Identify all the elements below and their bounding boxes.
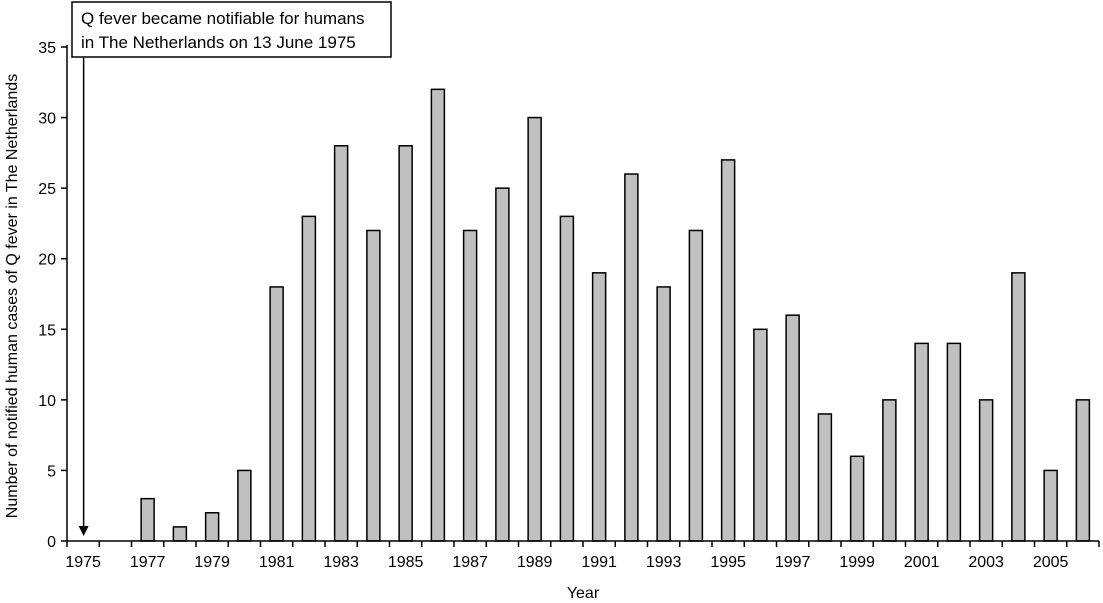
y-tick-label: 30 bbox=[38, 111, 56, 128]
y-tick-label: 5 bbox=[47, 463, 56, 480]
bar-1994 bbox=[688, 229, 704, 542]
bar-1998 bbox=[817, 413, 833, 542]
bar-1995 bbox=[720, 159, 736, 542]
bar-1978 bbox=[172, 526, 188, 542]
bar-2004 bbox=[1011, 272, 1026, 542]
annotation-line-2: in The Netherlands on 13 June 1975 bbox=[81, 33, 356, 52]
y-tick-label: 15 bbox=[38, 322, 56, 339]
x-tick-label: 1995 bbox=[710, 554, 746, 571]
bar-1996 bbox=[753, 328, 768, 542]
x-tick-label: 1975 bbox=[65, 554, 101, 571]
x-tick-label: 1993 bbox=[646, 554, 682, 571]
bar-2003 bbox=[978, 399, 994, 542]
x-tick-label: 2001 bbox=[904, 554, 940, 571]
x-tick-label: 2005 bbox=[1033, 554, 1069, 571]
bar-1990 bbox=[559, 215, 575, 542]
bar-1983 bbox=[333, 145, 349, 542]
x-tick-label: 1999 bbox=[839, 554, 875, 571]
x-tick-label: 1977 bbox=[130, 554, 166, 571]
bar-1989 bbox=[527, 116, 542, 542]
x-axis-title: Year bbox=[567, 585, 600, 602]
bar-2001 bbox=[914, 342, 929, 542]
y-ticks-group: 0 5 10 15 20 25 30 35 bbox=[38, 40, 67, 551]
bar-1988 bbox=[495, 187, 510, 542]
y-tick-label: 20 bbox=[38, 252, 56, 269]
bar-1986 bbox=[430, 88, 446, 542]
x-tick-label: 1985 bbox=[388, 554, 424, 571]
bar-2002 bbox=[946, 342, 962, 542]
bar-1999 bbox=[849, 455, 865, 542]
bar-1991 bbox=[591, 272, 607, 542]
bar-2006 bbox=[1075, 399, 1091, 542]
x-tick-label: 1991 bbox=[581, 554, 617, 571]
annotation-group: Q fever became notifiable for humans in … bbox=[71, 1, 392, 536]
bar-1982 bbox=[301, 215, 317, 542]
x-tick-label: 2003 bbox=[968, 554, 1004, 571]
bar-1997 bbox=[785, 314, 800, 542]
bar-1981 bbox=[269, 286, 284, 542]
annotation-line-1: Q fever became notifiable for humans bbox=[81, 9, 364, 28]
bar-1992 bbox=[624, 173, 639, 542]
y-tick-label: 10 bbox=[38, 393, 56, 410]
bar-2005 bbox=[1043, 469, 1058, 542]
bar-2000 bbox=[882, 399, 897, 542]
bar-1985 bbox=[398, 145, 413, 542]
y-tick-label: 25 bbox=[38, 181, 56, 198]
y-axis-title: Number of notified human cases of Q feve… bbox=[4, 74, 21, 518]
bar-1977 bbox=[140, 497, 155, 542]
annotation-box bbox=[71, 1, 392, 58]
bars-group bbox=[140, 88, 1091, 542]
x-ticks-group: 1975 1977 1979 1981 1983 1985 1987 1989 1991 1993… bbox=[65, 541, 1100, 571]
x-tick-label: 1989 bbox=[517, 554, 553, 571]
x-tick-label: 1979 bbox=[194, 554, 230, 571]
x-tick-label: 1983 bbox=[323, 554, 359, 571]
x-tick-label: 1997 bbox=[775, 554, 811, 571]
bar-1979 bbox=[204, 512, 220, 542]
bar-1993 bbox=[656, 286, 671, 542]
bar-1987 bbox=[462, 229, 478, 542]
y-tick-label: 0 bbox=[47, 534, 56, 551]
annotation-arrow-head bbox=[78, 526, 89, 536]
bar-1984 bbox=[366, 229, 381, 542]
x-tick-label: 1987 bbox=[452, 554, 488, 571]
x-tick-label: 1981 bbox=[259, 554, 295, 571]
bar-1980 bbox=[237, 469, 252, 542]
y-tick-label: 35 bbox=[38, 40, 56, 57]
